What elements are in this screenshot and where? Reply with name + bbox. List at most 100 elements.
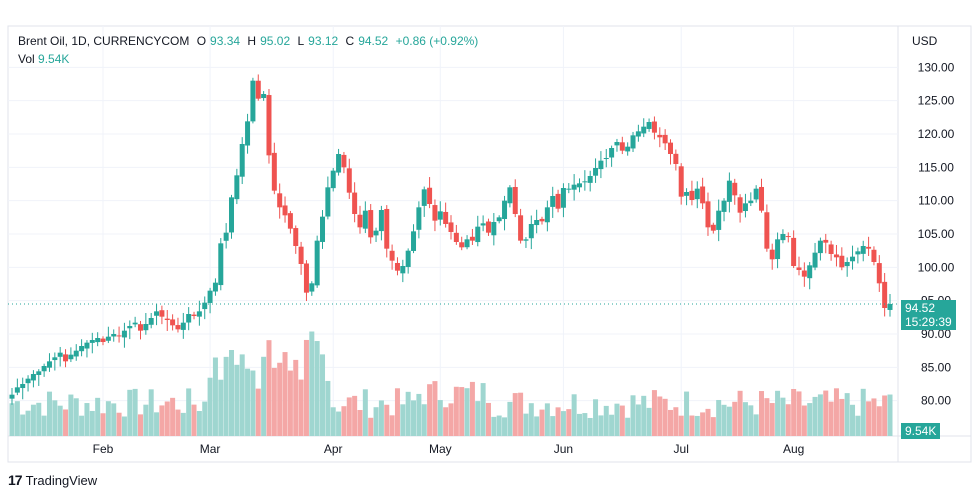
candle-body bbox=[817, 240, 823, 254]
candle-body bbox=[791, 237, 797, 266]
volume-bar bbox=[614, 403, 620, 436]
volume-bar bbox=[164, 401, 170, 436]
candle-body bbox=[95, 338, 101, 343]
candle-body bbox=[330, 170, 336, 189]
volume-bar bbox=[271, 367, 277, 436]
tradingview-logo[interactable]: 17 TradingView bbox=[8, 472, 97, 488]
volume-bar bbox=[368, 417, 374, 436]
candle-body bbox=[566, 188, 572, 190]
volume-bar bbox=[480, 383, 486, 436]
volume-bar bbox=[116, 412, 122, 436]
candle-body bbox=[625, 146, 631, 152]
volume-bar bbox=[855, 415, 861, 436]
volume-bar bbox=[127, 389, 133, 436]
volume-bar bbox=[576, 413, 582, 436]
candle-body bbox=[250, 80, 256, 122]
volume-bar bbox=[255, 388, 261, 436]
volume-bar bbox=[36, 402, 42, 436]
volume-bar bbox=[721, 404, 727, 436]
volume-bar bbox=[812, 396, 818, 436]
volume-bar bbox=[191, 404, 197, 436]
bar-countdown: 15:29:39 bbox=[905, 315, 952, 329]
candle-body bbox=[46, 361, 52, 368]
volume-bar bbox=[673, 407, 679, 436]
last-price: 94.52 bbox=[905, 301, 936, 315]
open-label: O bbox=[196, 34, 207, 48]
candle-body bbox=[673, 153, 679, 164]
candle-body bbox=[726, 180, 732, 202]
volume-bar bbox=[742, 402, 748, 436]
volume-bar bbox=[844, 393, 850, 436]
chart-legend: Brent Oil, 1D, CURRENCYCOM O 93.34 H 95.02… bbox=[18, 34, 482, 48]
candle-body bbox=[25, 378, 31, 384]
candle-body bbox=[657, 134, 663, 138]
candle-body bbox=[609, 148, 615, 158]
volume-bar bbox=[432, 381, 438, 436]
x-tick-label: Mar bbox=[200, 442, 221, 456]
volume-bar bbox=[143, 404, 149, 436]
volume-bar bbox=[753, 414, 759, 436]
volume-bar bbox=[437, 400, 443, 436]
volume-bar bbox=[871, 398, 877, 436]
volume-bar bbox=[325, 380, 331, 436]
volume-bar bbox=[512, 393, 518, 436]
volume-bar bbox=[485, 402, 491, 436]
volume-bar bbox=[207, 377, 213, 436]
candle-body bbox=[143, 324, 149, 331]
candle-body bbox=[882, 281, 888, 308]
high-label: H bbox=[247, 34, 257, 48]
volume-bar bbox=[100, 413, 106, 436]
candle-body bbox=[812, 252, 818, 268]
candle-body bbox=[635, 131, 641, 137]
candle-body bbox=[437, 211, 443, 220]
volume-bar bbox=[89, 410, 95, 436]
volume-bar bbox=[817, 394, 823, 436]
volume-bar bbox=[860, 388, 866, 436]
candle-body bbox=[716, 210, 722, 230]
candle-body bbox=[651, 121, 657, 133]
candle-body bbox=[502, 200, 508, 220]
volume-bar bbox=[293, 359, 299, 436]
volume-bar bbox=[416, 393, 422, 436]
candle-body bbox=[234, 175, 240, 200]
candle-body bbox=[277, 193, 283, 208]
volume-bar bbox=[769, 403, 775, 436]
candle-body bbox=[555, 193, 561, 209]
x-tick-label: Aug bbox=[783, 442, 804, 456]
volume-bar bbox=[30, 404, 36, 436]
volume-bar bbox=[453, 386, 459, 436]
candle-body bbox=[737, 197, 743, 213]
volume-bar bbox=[807, 403, 813, 436]
candle-body bbox=[662, 134, 668, 144]
candle-body bbox=[57, 352, 63, 357]
volume-bar bbox=[314, 341, 320, 436]
x-tick-label: Jul bbox=[674, 442, 689, 456]
volume-bar bbox=[384, 404, 390, 436]
candle-body bbox=[528, 224, 534, 239]
volume-bar bbox=[378, 400, 384, 436]
candle-body bbox=[887, 304, 893, 310]
candle-body bbox=[159, 310, 165, 317]
volume-bar bbox=[79, 415, 85, 436]
volume-bar bbox=[261, 356, 267, 436]
volume-bar bbox=[469, 381, 475, 436]
volume-bar bbox=[694, 415, 700, 436]
volume-bar bbox=[229, 350, 234, 436]
y-tick-label: 115.00 bbox=[918, 160, 954, 174]
candle-body bbox=[223, 232, 229, 241]
candle-body bbox=[710, 224, 716, 231]
volume-bar bbox=[791, 388, 797, 436]
candle-body bbox=[480, 223, 486, 226]
candle-body bbox=[866, 246, 872, 249]
volume-bar bbox=[764, 398, 770, 436]
volume-bar bbox=[266, 340, 272, 436]
candle-body bbox=[587, 176, 593, 183]
volume-bar bbox=[657, 396, 663, 436]
candle-body bbox=[518, 215, 524, 241]
volume-bar bbox=[336, 411, 342, 436]
volume-bar bbox=[700, 412, 706, 436]
candle-body bbox=[443, 211, 449, 224]
volume-bar bbox=[710, 417, 716, 436]
y-tick-label: 90.00 bbox=[921, 327, 951, 341]
volume-bar bbox=[170, 397, 176, 436]
